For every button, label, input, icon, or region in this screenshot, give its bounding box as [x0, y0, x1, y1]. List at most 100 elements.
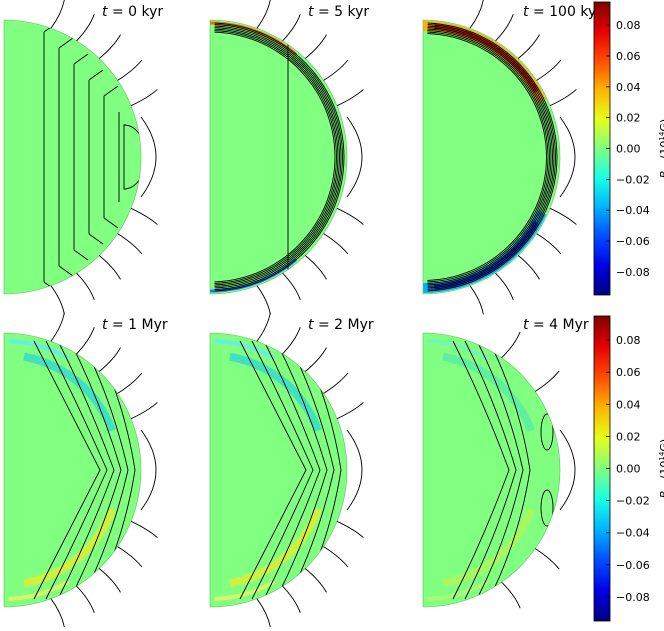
external-field-line: [98, 347, 121, 372]
panel-title: t = 4 Myr: [523, 317, 589, 333]
external-field-line: [323, 372, 349, 394]
external-field-line: [534, 548, 560, 570]
colorbar-1: 0.08 0.06 0.04 0.02 0.00 −0.02 −0.04 −0.06 −0.08…: [593, 1, 664, 296]
field-line: [427, 25, 555, 289]
field-line: [427, 33, 547, 281]
external-field-line: [304, 347, 327, 372]
field-line: [464, 340, 517, 600]
panel-title: t = 1 Myr: [102, 317, 168, 333]
colorbar-tick-label: 0.08: [616, 334, 641, 347]
panel-1: t = 0 kyr: [3, 0, 163, 315]
external-field-line: [282, 585, 301, 613]
colorbar-tick-label: 0.00: [616, 463, 641, 476]
external-field-line: [304, 568, 327, 593]
external-field-line: [323, 233, 349, 255]
colorbar-tick-label: −0.06: [616, 235, 650, 248]
external-field-line: [534, 370, 560, 392]
external-field-loop: [559, 429, 576, 511]
field-line: [88, 233, 104, 245]
colorbar-tick-label: 0.04: [616, 81, 641, 94]
colorbar-tick-label: −0.02: [616, 173, 650, 186]
external-field-line: [469, 0, 484, 29]
field-line: [214, 31, 336, 283]
external-field-line: [323, 546, 349, 568]
star-boundary: [209, 332, 348, 608]
colorbar-label: Bφ (1014G): [658, 439, 664, 498]
field-line: [214, 28, 339, 286]
field-line: [287, 340, 335, 600]
field-band-negative-weak: [442, 352, 535, 433]
external-field-line: [501, 331, 521, 359]
equals-sign: =: [108, 317, 129, 333]
star-cross-section: [210, 20, 347, 294]
colorbar-tick-label: 0.04: [616, 398, 641, 411]
colorbar-tick-label: 0.02: [616, 112, 641, 125]
colorbar-tick-label: 0.06: [616, 50, 641, 63]
colorbar-tick-label: 0.06: [616, 366, 641, 379]
star-cross-section: [4, 20, 141, 294]
external-field-line: [98, 568, 121, 593]
star-boundary: [3, 19, 142, 295]
field-line: [88, 69, 104, 81]
external-field-line: [336, 207, 364, 225]
colorbar-tick-label: −0.04: [616, 204, 650, 217]
field-band-cap-north: [214, 339, 276, 361]
panel-4: t = 1 Myr: [3, 312, 168, 628]
field-line: [57, 340, 115, 600]
equals-sign: =: [529, 317, 550, 333]
panel-5: t = 2 Myr: [209, 312, 374, 628]
external-field-line: [117, 372, 143, 394]
external-field-line: [517, 255, 540, 280]
panel-3: t = 100 kyr: [422, 0, 602, 315]
external-field-line: [256, 312, 271, 342]
star-cross-section: [4, 333, 141, 607]
field-line: [427, 24, 556, 290]
field-band-cap-south: [214, 579, 276, 601]
external-field-line: [76, 14, 95, 42]
panel-title: t = 0 kyr: [102, 4, 163, 20]
equals-sign: =: [314, 317, 335, 333]
time-symbol: t: [102, 4, 108, 20]
time-symbol: t: [523, 317, 529, 333]
field-line: [214, 27, 340, 287]
external-field-line: [130, 89, 158, 107]
field-line: [81, 340, 129, 600]
time-symbol: t: [308, 317, 314, 333]
external-field-line: [130, 207, 158, 225]
external-field-line: [282, 272, 301, 300]
equals-sign: =: [529, 4, 550, 20]
field-line-closed: [540, 413, 554, 451]
field-line: [476, 340, 524, 600]
field-line: [427, 22, 558, 292]
time-symbol: t: [308, 4, 314, 20]
external-field-line: [336, 402, 364, 420]
external-field-line: [98, 255, 121, 280]
star-cross-section: [210, 333, 347, 607]
colorbar-tick-label: −0.06: [616, 559, 650, 572]
external-field-line: [130, 520, 158, 538]
panel-title: t = 100 kyr: [523, 4, 602, 20]
external-field-line: [256, 285, 271, 315]
external-field-line: [336, 89, 364, 107]
panel-6: t = 4 Myr: [422, 317, 589, 609]
external-field-line: [76, 585, 95, 613]
external-field-loop: [140, 116, 157, 198]
field-line: [214, 24, 343, 290]
external-field-line: [536, 233, 562, 255]
external-field-loop: [559, 116, 576, 198]
external-field-line: [336, 520, 364, 538]
field-line: [33, 340, 101, 600]
field-line: [427, 30, 550, 284]
time-value: 100 kyr: [549, 4, 602, 20]
field-band-cap-south: [427, 579, 489, 601]
colorbar-label: Bφ (1014G): [658, 119, 664, 178]
equals-sign: =: [314, 4, 335, 20]
external-field-loop: [140, 429, 157, 511]
external-field-line: [304, 34, 327, 59]
field-line: [103, 217, 119, 229]
colorbar-2: 0.08 0.06 0.04 0.02 0.00 −0.02 −0.04 −0.06 −0.08…: [593, 315, 664, 622]
external-field-line: [117, 59, 143, 81]
external-field-line: [501, 581, 521, 609]
external-field-line: [50, 598, 65, 628]
